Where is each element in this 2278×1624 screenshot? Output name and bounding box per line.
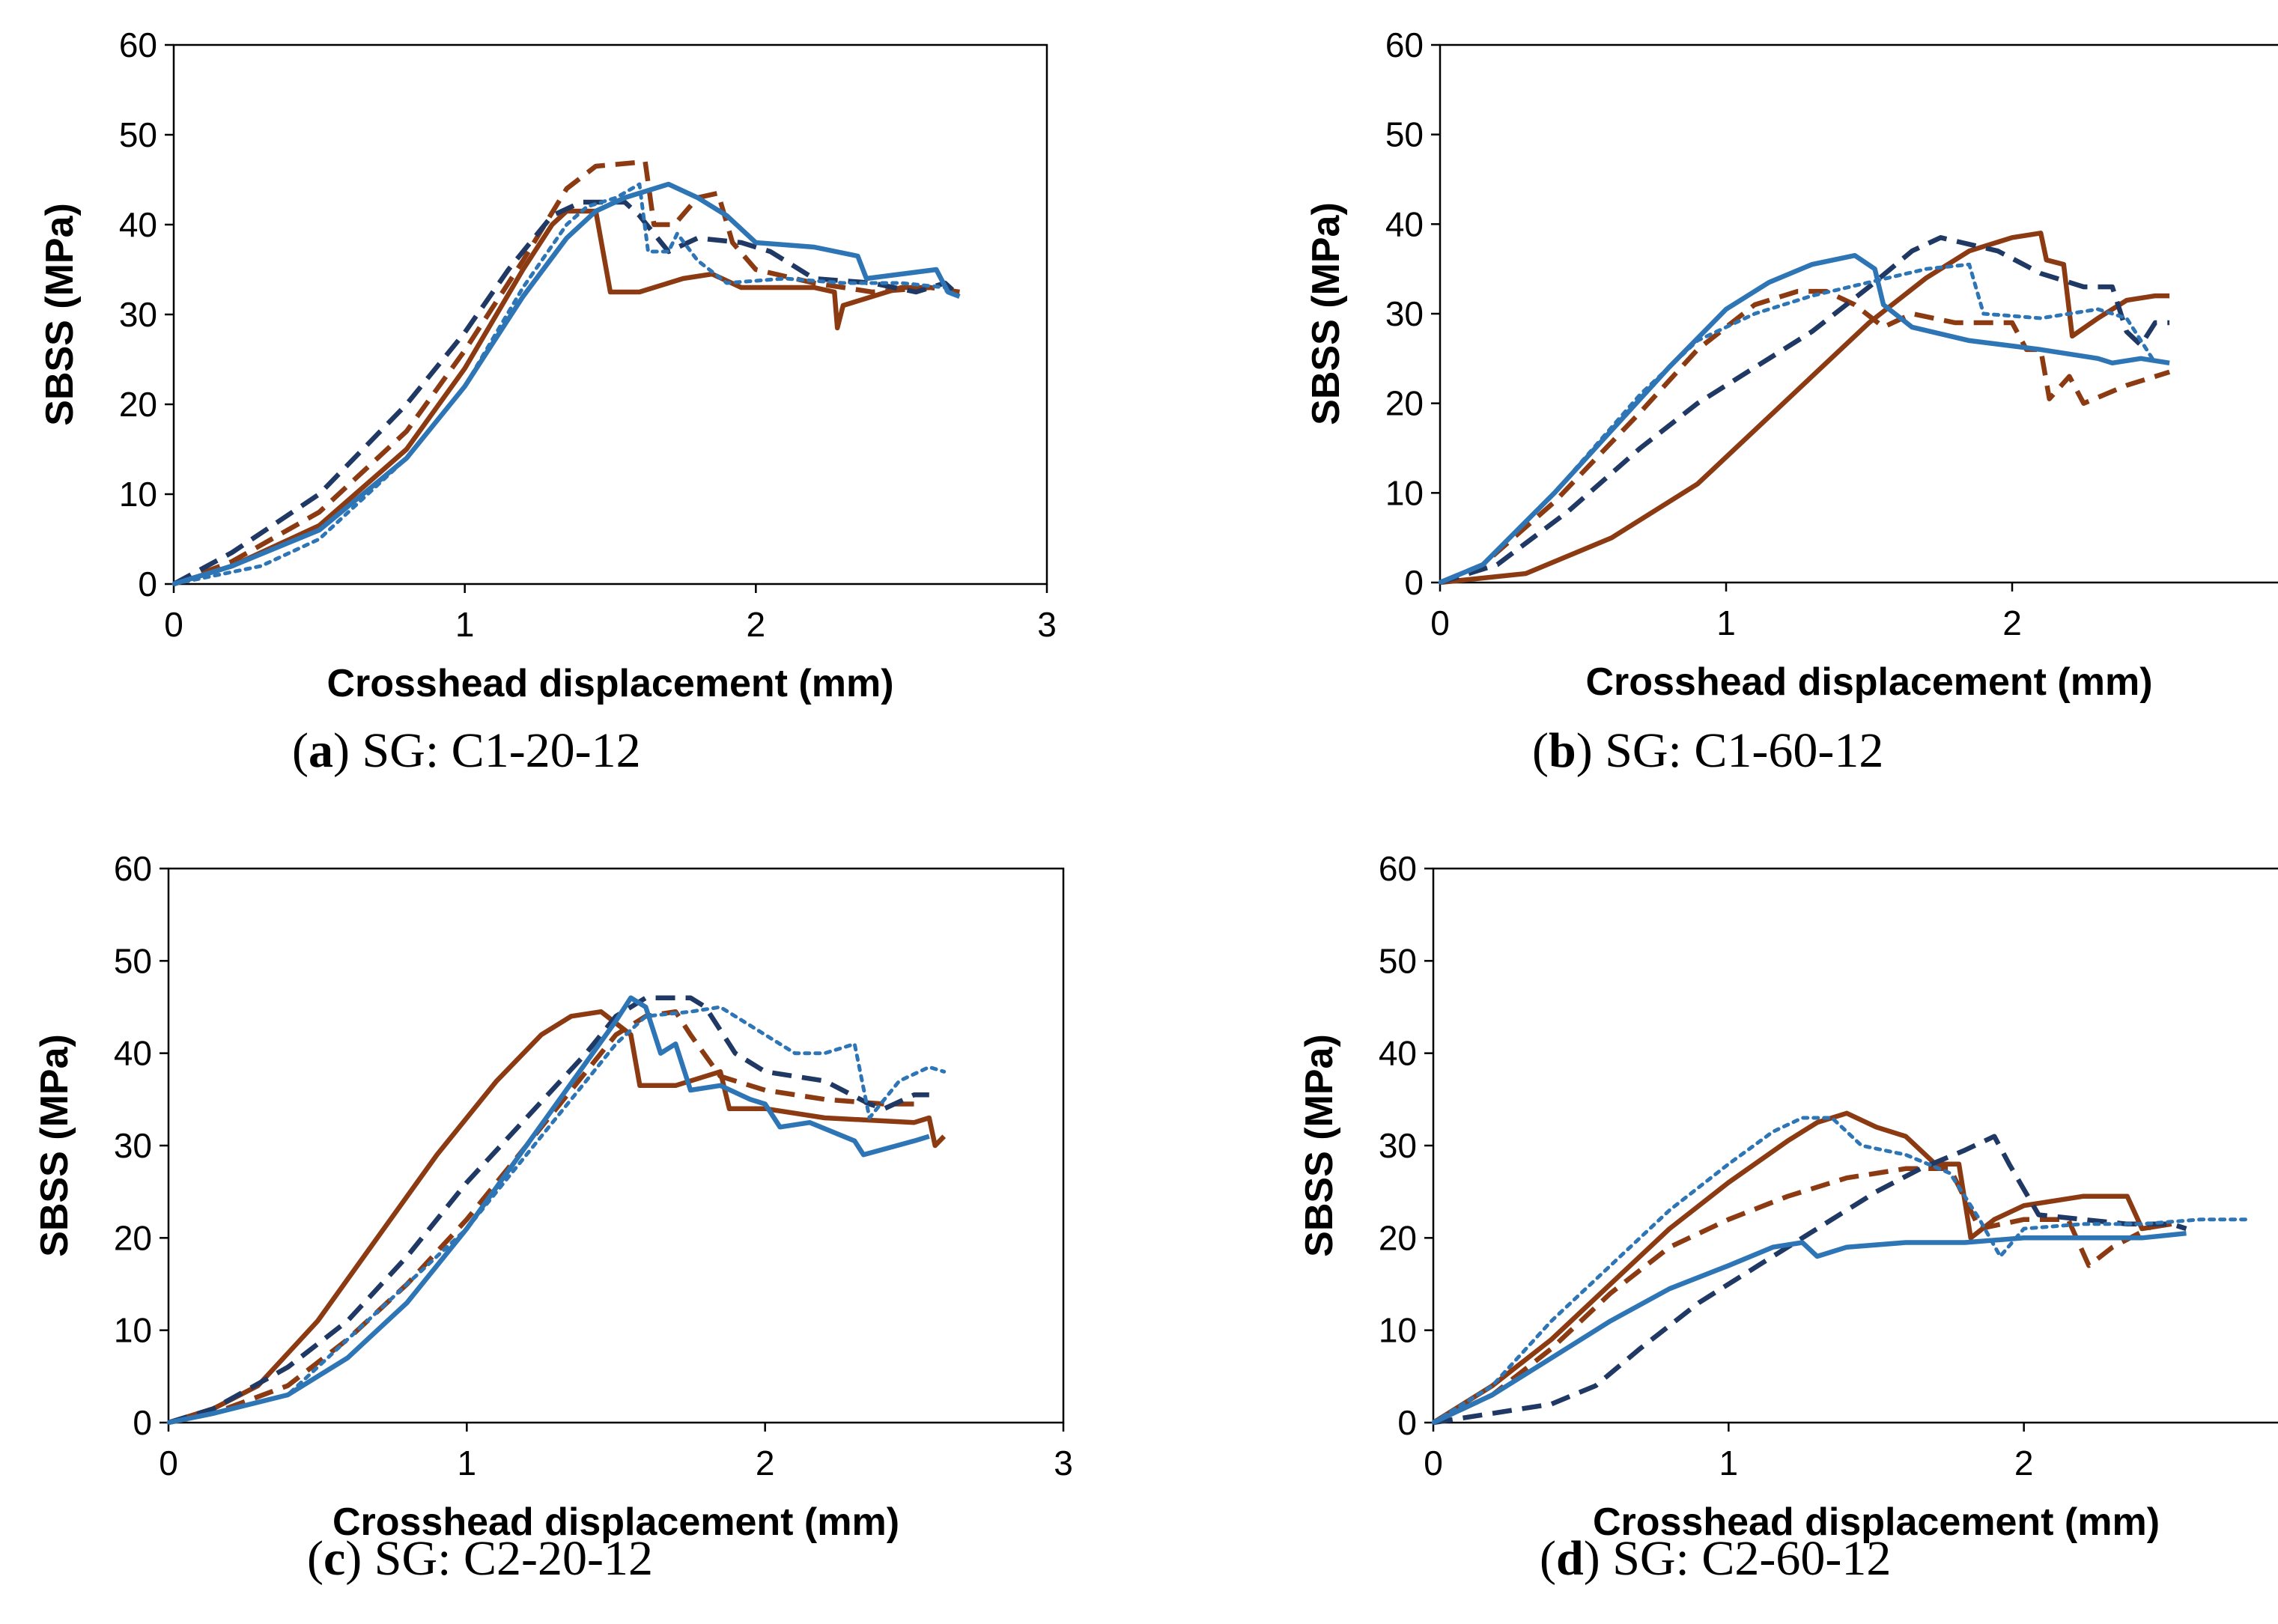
series-blue-solid — [168, 995, 930, 1426]
y-tick-label: 10 — [114, 1311, 152, 1350]
series-brown-dashed — [168, 1009, 914, 1426]
y-tick-label: 60 — [114, 849, 152, 888]
x-axis-label: Crosshead displacement (mm) — [1585, 660, 2152, 704]
x-tick-label: 2 — [2014, 1444, 2034, 1482]
series-blue-solid — [1432, 1230, 2187, 1425]
y-tick-label: 10 — [119, 475, 157, 514]
series-brown-solid — [168, 1009, 947, 1426]
series-brown-solid — [1439, 231, 2170, 586]
y-tick-label: 30 — [114, 1126, 152, 1165]
series-brown-solid — [173, 208, 931, 587]
series-brown-dashed — [1432, 1166, 2158, 1425]
caption-d: (d) SG: C2-60-12 — [1540, 1531, 1892, 1586]
y-axis-label: SBSS (MPa) — [1298, 1034, 1341, 1257]
series-navy-dashed — [172, 199, 962, 586]
y-tick-label: 30 — [1385, 294, 1424, 333]
y-tick-label: 50 — [114, 941, 152, 980]
y-tick-label: 10 — [1385, 473, 1424, 512]
chart-c: 0 10 20 30 40 50 60 0 1 2 3 Crosshead displacement … — [33, 849, 1073, 1544]
caption-b: (b) SG: C1-60-12 — [1532, 723, 1884, 778]
series-brown-dashed — [1439, 288, 2171, 585]
x-tick-label: 1 — [458, 1444, 477, 1482]
y-tick-label: 10 — [1379, 1311, 1417, 1350]
y-tick-label: 20 — [119, 385, 157, 424]
y-tick-label: 30 — [119, 295, 157, 334]
series-blue-dotted — [1431, 1116, 2247, 1425]
y-tick-label: 60 — [1385, 25, 1424, 64]
plot-frame — [1439, 43, 2278, 584]
x-tick-label: 2 — [756, 1444, 775, 1482]
series-navy-dashed — [1439, 235, 2170, 586]
y-tick-label: 40 — [1379, 1034, 1417, 1073]
series-brown-solid — [1432, 1110, 2172, 1425]
y-tick-label: 40 — [114, 1034, 152, 1073]
y-tick-label: 60 — [1379, 849, 1417, 888]
y-tick-label: 30 — [1379, 1126, 1417, 1165]
y-tick-label: 0 — [1404, 563, 1424, 602]
caption-c: (c) SG: C2-20-12 — [307, 1531, 653, 1586]
x-axis-label: Crosshead displacement (mm) — [326, 662, 893, 705]
y-axis-label: SBSS (MPa) — [33, 1034, 76, 1257]
x-tick-label: 2 — [747, 605, 766, 644]
y-tick-label: 0 — [138, 565, 157, 603]
x-tick-label: 0 — [1430, 603, 1450, 642]
series-blue-dotted — [166, 1005, 947, 1425]
y-tick-label: 20 — [1379, 1218, 1417, 1257]
series-blue-solid — [1439, 252, 2170, 585]
y-tick-label: 40 — [1385, 204, 1424, 243]
y-axis-label: SBSS (MPa) — [38, 203, 82, 426]
panel-c: 0 10 20 30 40 50 60 0 1 2 3 Crosshead displacement … — [0, 812, 1139, 1623]
caption-a: (a) SG: C1-20-12 — [292, 723, 641, 778]
y-tick-label: 0 — [1397, 1403, 1417, 1442]
x-tick-label: 1 — [455, 605, 475, 644]
chart-a: 0 10 20 30 40 50 60 0 1 2 3 Crosshead displacement … — [38, 25, 1057, 705]
panel-a: 0 10 20 30 40 50 60 0 1 2 3 Crosshead displacement … — [0, 0, 1139, 812]
y-tick-label: 20 — [1385, 384, 1424, 423]
series-navy-dashed — [168, 995, 929, 1426]
y-tick-label: 50 — [1379, 941, 1417, 980]
y-tick-label: 0 — [133, 1403, 152, 1442]
x-axis-label: Crosshead displacement (mm) — [332, 1500, 899, 1544]
x-tick-label: 0 — [164, 605, 183, 644]
series-blue-solid — [173, 181, 961, 587]
x-tick-label: 2 — [2002, 603, 2022, 642]
series-blue-dotted — [1438, 262, 2157, 585]
y-tick-label: 20 — [114, 1218, 152, 1257]
y-tick-label: 40 — [119, 205, 157, 244]
y-tick-label: 50 — [1385, 115, 1424, 154]
x-tick-label: 3 — [1037, 605, 1057, 644]
x-tick-label: 1 — [1719, 1444, 1739, 1482]
x-axis-label: Crosshead displacement (mm) — [1593, 1500, 2160, 1544]
y-tick-label: 60 — [119, 25, 157, 64]
y-axis-label: SBSS (MPa) — [1304, 202, 1348, 425]
x-tick-label: 3 — [1054, 1444, 1073, 1482]
series-brown-dashed — [172, 159, 960, 587]
y-tick-label: 50 — [119, 115, 157, 154]
x-tick-label: 0 — [1424, 1444, 1443, 1482]
x-tick-label: 0 — [159, 1444, 178, 1482]
x-tick-label: 1 — [1716, 603, 1736, 642]
series-navy-dashed — [1433, 1134, 2187, 1426]
